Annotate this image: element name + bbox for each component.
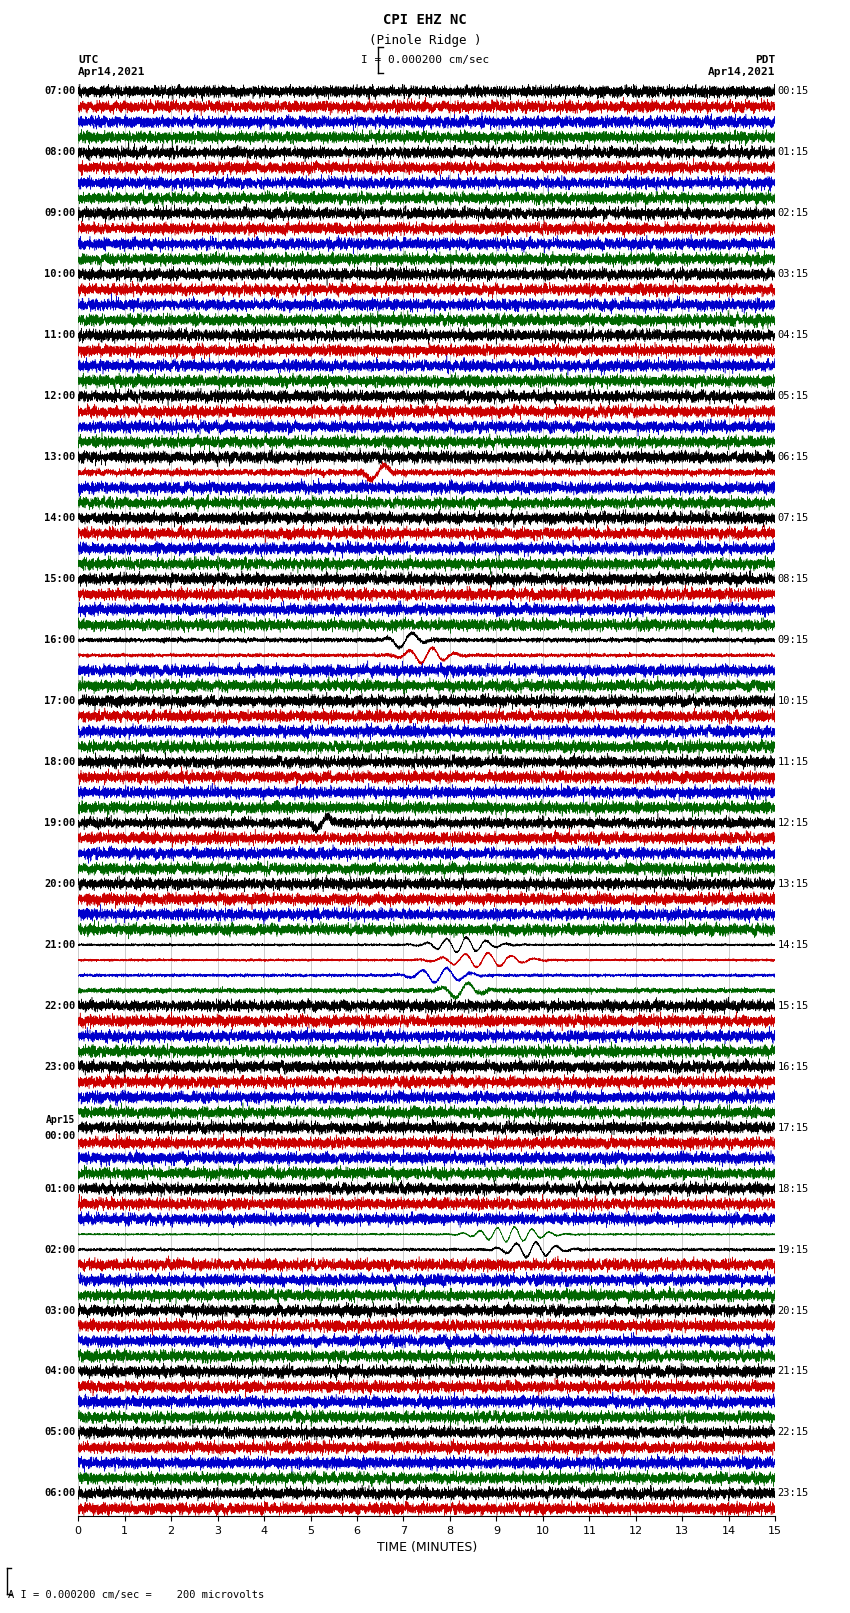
Text: 18:00: 18:00 <box>44 756 76 766</box>
Text: 00:00: 00:00 <box>44 1131 76 1140</box>
Text: 02:15: 02:15 <box>778 208 809 218</box>
Text: Apr14,2021: Apr14,2021 <box>708 68 775 77</box>
Text: 23:15: 23:15 <box>778 1489 809 1498</box>
Text: 00:15: 00:15 <box>778 87 809 97</box>
Text: UTC: UTC <box>78 55 99 65</box>
Text: 11:15: 11:15 <box>778 756 809 766</box>
Text: 15:15: 15:15 <box>778 1000 809 1011</box>
Text: 19:15: 19:15 <box>778 1245 809 1255</box>
Text: 12:15: 12:15 <box>778 818 809 827</box>
Text: Apr14,2021: Apr14,2021 <box>78 68 145 77</box>
Text: 10:15: 10:15 <box>778 695 809 706</box>
Text: Apr15: Apr15 <box>46 1115 76 1124</box>
Text: (Pinole Ridge ): (Pinole Ridge ) <box>369 34 481 47</box>
Text: 07:15: 07:15 <box>778 513 809 523</box>
Text: CPI EHZ NC: CPI EHZ NC <box>383 13 467 27</box>
Text: 22:00: 22:00 <box>44 1000 76 1011</box>
Text: 08:15: 08:15 <box>778 574 809 584</box>
Text: 05:15: 05:15 <box>778 392 809 402</box>
Text: 20:15: 20:15 <box>778 1305 809 1316</box>
Text: 16:15: 16:15 <box>778 1061 809 1071</box>
Text: 12:00: 12:00 <box>44 392 76 402</box>
Text: 23:00: 23:00 <box>44 1061 76 1071</box>
Text: 16:00: 16:00 <box>44 636 76 645</box>
Text: 04:15: 04:15 <box>778 331 809 340</box>
Text: 07:00: 07:00 <box>44 87 76 97</box>
Text: 05:00: 05:00 <box>44 1428 76 1437</box>
Text: 20:00: 20:00 <box>44 879 76 889</box>
Text: 13:00: 13:00 <box>44 452 76 463</box>
Text: PDT: PDT <box>755 55 775 65</box>
Text: A I = 0.000200 cm/sec =    200 microvolts: A I = 0.000200 cm/sec = 200 microvolts <box>8 1590 264 1600</box>
Text: 03:15: 03:15 <box>778 269 809 279</box>
Text: 09:15: 09:15 <box>778 636 809 645</box>
Text: 01:15: 01:15 <box>778 147 809 158</box>
Text: 06:15: 06:15 <box>778 452 809 463</box>
Text: 14:00: 14:00 <box>44 513 76 523</box>
X-axis label: TIME (MINUTES): TIME (MINUTES) <box>377 1542 477 1555</box>
Text: 22:15: 22:15 <box>778 1428 809 1437</box>
Text: 04:00: 04:00 <box>44 1366 76 1376</box>
Text: 17:15: 17:15 <box>778 1123 809 1132</box>
Text: 21:15: 21:15 <box>778 1366 809 1376</box>
Text: I = 0.000200 cm/sec: I = 0.000200 cm/sec <box>361 55 489 65</box>
Text: 21:00: 21:00 <box>44 940 76 950</box>
Text: 06:00: 06:00 <box>44 1489 76 1498</box>
Text: 01:00: 01:00 <box>44 1184 76 1194</box>
Text: 14:15: 14:15 <box>778 940 809 950</box>
Text: 18:15: 18:15 <box>778 1184 809 1194</box>
Text: 02:00: 02:00 <box>44 1245 76 1255</box>
Text: 17:00: 17:00 <box>44 695 76 706</box>
Text: 09:00: 09:00 <box>44 208 76 218</box>
Text: 08:00: 08:00 <box>44 147 76 158</box>
Text: 13:15: 13:15 <box>778 879 809 889</box>
Text: 11:00: 11:00 <box>44 331 76 340</box>
Text: 03:00: 03:00 <box>44 1305 76 1316</box>
Text: 10:00: 10:00 <box>44 269 76 279</box>
Text: 19:00: 19:00 <box>44 818 76 827</box>
Text: 15:00: 15:00 <box>44 574 76 584</box>
